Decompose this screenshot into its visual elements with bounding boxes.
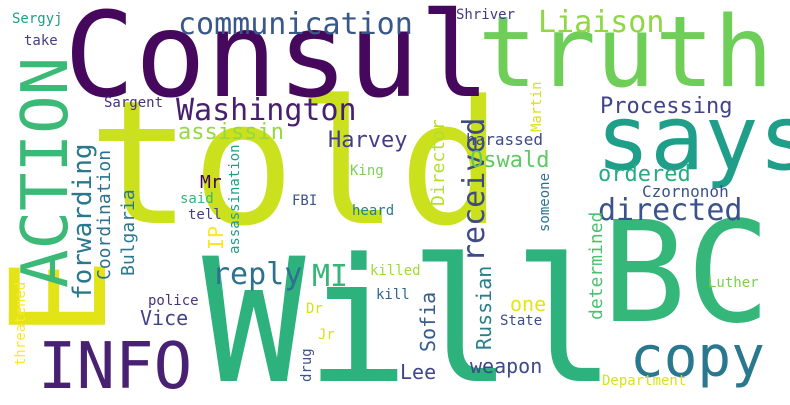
word-vice: Vice <box>140 306 189 330</box>
word-kill: kill <box>376 287 410 303</box>
word-luther: Luther <box>708 275 759 291</box>
word-info: INFO <box>38 330 193 404</box>
word-someone: someone <box>537 172 553 232</box>
word-tell: tell <box>188 207 222 223</box>
word-truth: truth <box>478 0 774 110</box>
word-harvey: Harvey <box>328 128 408 153</box>
word-communication: communication <box>178 7 413 42</box>
word-threatened: threatened <box>13 281 29 366</box>
word-mr: Mr <box>200 172 222 193</box>
word-directed: directed <box>598 193 743 228</box>
word-killed: killed <box>370 263 421 279</box>
word-weapon: weapon <box>470 354 543 378</box>
word-director: Director <box>428 119 449 206</box>
word-sergyj: Sergyj <box>12 11 63 27</box>
word-bulgaria: Bulgaria <box>118 189 139 276</box>
word-ordered: ordered <box>598 162 691 187</box>
word-oswald: Oswald <box>470 148 550 173</box>
word-determined: determined <box>586 211 607 320</box>
word-king: King <box>350 163 384 179</box>
word-consul: Consul <box>64 0 491 124</box>
word-assassination: assassination <box>227 144 243 254</box>
word-coordination: Coordination <box>94 149 115 280</box>
word-mi: MI <box>312 259 349 294</box>
word-state: State <box>500 313 543 329</box>
word-reply: reply <box>212 257 303 292</box>
word-will: Will <box>202 221 617 405</box>
word-heard: heard <box>352 203 395 219</box>
word-police: police <box>148 293 199 309</box>
word-lee: Lee <box>400 360 437 384</box>
word-department: Department <box>602 373 687 389</box>
word-dr: Dr <box>306 301 323 317</box>
word-copy: copy <box>630 325 765 390</box>
word-assissin: assissin <box>178 120 284 145</box>
word-told: told <box>88 63 503 264</box>
word-harassed: harassed <box>466 130 544 149</box>
word-sofia: Sofia <box>416 291 440 352</box>
word-processing: Processing <box>600 94 733 119</box>
word-drug: drug <box>299 348 315 382</box>
word-forwarding: forwarding <box>68 143 98 300</box>
word-fbi: FBI <box>292 193 318 209</box>
word-washington: Washington <box>176 93 357 128</box>
word-says: says <box>596 86 790 191</box>
word-shriver: Shriver <box>456 7 516 23</box>
word-one: one <box>510 292 547 316</box>
word-czornonoh: Czornonoh <box>642 182 729 201</box>
word-take: take <box>24 33 58 49</box>
word-bc: BC <box>602 192 771 355</box>
word-said: said <box>180 191 214 207</box>
word-sargent: Sargent <box>104 95 164 111</box>
word-ip: IP <box>204 225 228 250</box>
word-russian: Russian <box>472 265 496 350</box>
word-jr: Jr <box>318 327 335 343</box>
word-martin: Martin <box>529 81 545 132</box>
word-liaison: Liaison <box>538 5 665 40</box>
